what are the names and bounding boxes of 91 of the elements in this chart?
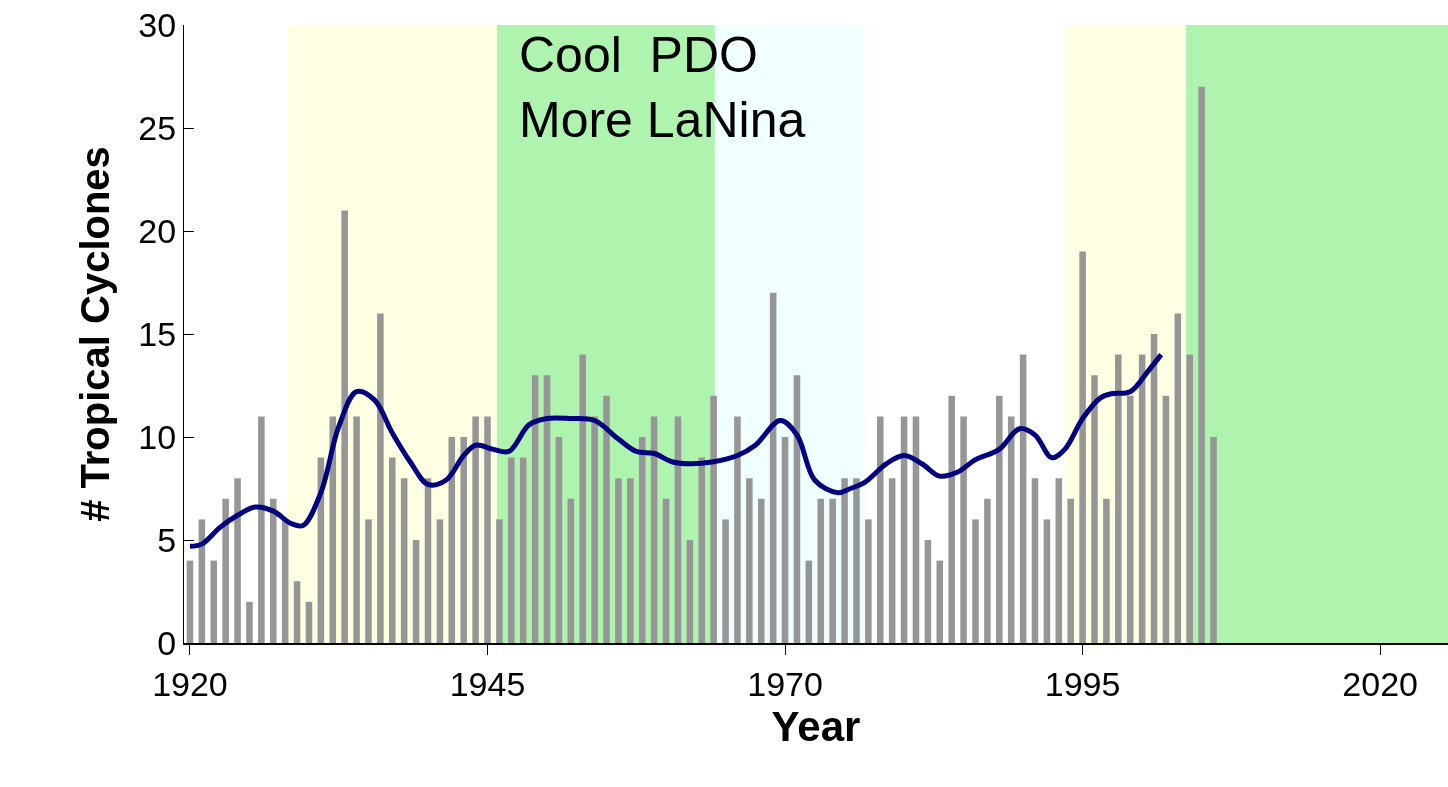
bar	[1174, 313, 1182, 643]
bar	[734, 416, 741, 643]
bar	[603, 395, 610, 643]
bar	[186, 560, 194, 643]
bar	[1115, 354, 1122, 643]
bar	[924, 540, 932, 643]
bar	[234, 478, 241, 643]
bar	[638, 437, 646, 643]
bar	[222, 498, 229, 643]
x-tick-label: 1995	[1044, 664, 1121, 703]
bar	[746, 478, 753, 643]
bar	[591, 416, 598, 643]
bar	[722, 519, 729, 643]
x-axis-title: Year	[771, 702, 861, 750]
bar	[436, 519, 444, 643]
y-tick-label: 25	[138, 108, 177, 147]
bar	[1126, 395, 1134, 643]
bar	[698, 457, 706, 643]
bar	[984, 498, 991, 643]
bar	[781, 437, 789, 643]
bar	[543, 375, 551, 643]
bar	[305, 601, 313, 643]
y-tick-label: 15	[138, 314, 177, 353]
bar	[246, 601, 253, 643]
bar	[996, 395, 1003, 643]
band-label: Cool PDO More LaNina	[519, 27, 806, 148]
bar	[888, 478, 896, 643]
bar	[341, 210, 348, 643]
bar	[674, 416, 682, 643]
bar	[1198, 86, 1205, 643]
y-axis-title: # Tropical Cyclones	[72, 146, 117, 522]
bar	[1079, 251, 1086, 643]
bar	[210, 560, 218, 643]
bar	[710, 395, 717, 643]
bar	[865, 519, 872, 643]
y-tick-label: 30	[138, 5, 177, 44]
bar	[627, 478, 634, 643]
y-tick-label: 5	[157, 520, 177, 559]
bar	[936, 560, 944, 643]
y-tick-label: 10	[138, 417, 177, 456]
bar	[829, 498, 836, 643]
x-tick-label: 1945	[449, 664, 526, 703]
y-tick-label: 0	[157, 623, 177, 662]
bar	[555, 437, 563, 643]
bar	[508, 457, 515, 643]
bar	[496, 519, 503, 643]
bar	[662, 498, 670, 643]
x-tick-label: 1920	[152, 664, 228, 703]
x-tick-label: 1970	[747, 664, 823, 703]
bar	[817, 498, 825, 643]
bar	[365, 519, 372, 643]
bar	[258, 416, 265, 643]
x-tick-label: 2020	[1342, 664, 1418, 703]
bar	[972, 519, 979, 643]
bar	[900, 416, 908, 643]
bar	[1043, 519, 1051, 643]
y-tick-label: 20	[138, 211, 177, 250]
bar	[1067, 498, 1074, 643]
bar	[531, 375, 539, 643]
bar	[1103, 498, 1110, 643]
bar	[1019, 354, 1027, 643]
bar	[519, 457, 527, 643]
bar	[1162, 395, 1170, 643]
bar	[757, 498, 765, 643]
bar	[269, 498, 277, 643]
bar	[412, 540, 420, 643]
bar	[841, 478, 848, 643]
bar	[389, 457, 396, 643]
bar	[460, 437, 467, 643]
bar	[472, 416, 479, 643]
bar	[853, 478, 860, 643]
bar	[400, 478, 408, 643]
bar	[805, 560, 813, 643]
bar	[686, 540, 694, 643]
bar	[1186, 354, 1193, 643]
bar	[1210, 437, 1217, 643]
bar	[615, 478, 622, 643]
bar	[1055, 478, 1063, 643]
bar	[1091, 375, 1098, 643]
bar	[353, 416, 360, 643]
bar	[377, 313, 384, 643]
bar	[579, 354, 586, 643]
bar	[877, 416, 884, 643]
bar	[769, 292, 777, 643]
bar	[293, 581, 301, 643]
bar	[960, 416, 967, 643]
bar	[1031, 478, 1039, 643]
bar	[948, 395, 955, 643]
bar	[567, 498, 575, 643]
bar	[650, 416, 658, 643]
bar	[484, 416, 491, 643]
